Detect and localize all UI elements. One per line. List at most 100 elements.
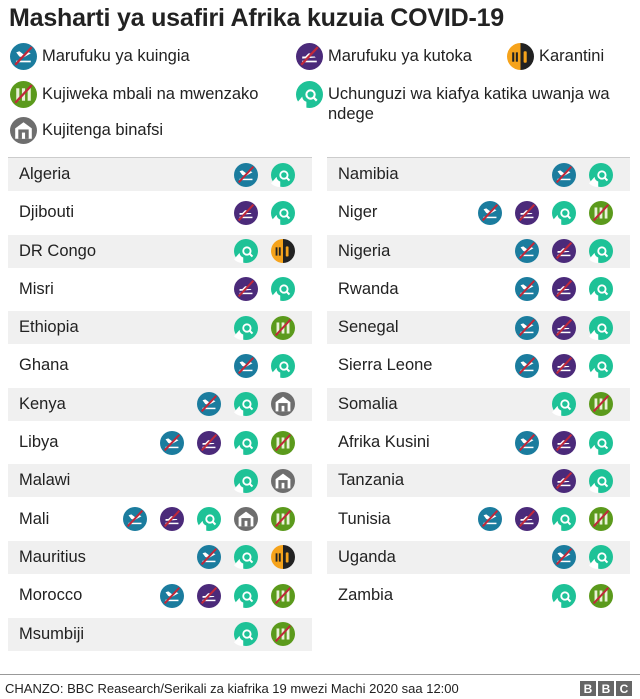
measure-icons <box>197 392 295 417</box>
country-row: Morocco <box>8 579 312 612</box>
airport-screening-icon <box>589 239 613 264</box>
country-row: Senegal <box>327 311 630 345</box>
country-name: Djibouti <box>19 203 75 222</box>
legend-item: Marufuku ya kuingia <box>10 43 290 70</box>
exit-ban-icon <box>234 200 258 225</box>
airport-screening-icon <box>271 277 295 302</box>
airport-screening-icon <box>589 162 613 187</box>
airport-screening-icon <box>234 315 258 340</box>
measure-icons <box>515 239 613 264</box>
country-name: Libya <box>19 433 59 452</box>
country-name: Tunisia <box>338 509 391 528</box>
exit-ban-icon <box>197 430 221 455</box>
country-row: Afrika Kusini <box>327 426 630 459</box>
entry-ban-icon <box>515 430 539 455</box>
airport-screening-icon <box>271 200 295 225</box>
social-distancing-icon <box>271 583 295 608</box>
measure-icons <box>234 239 295 264</box>
country-row: Nigeria <box>327 234 630 268</box>
country-row: Kenya <box>8 387 312 421</box>
social-distancing-icon <box>271 507 295 532</box>
airport-screening-icon <box>589 353 613 378</box>
country-row: Ethiopia <box>8 311 312 345</box>
country-name: DR Congo <box>19 241 97 260</box>
airport-screening-icon <box>552 200 576 225</box>
exit-ban-icon <box>552 468 576 493</box>
legend-item: Karantini <box>507 43 637 70</box>
exit-ban-icon <box>296 43 323 70</box>
entry-ban-icon <box>515 277 539 302</box>
country-list-right: Namibia Niger Nigeria Rwanda Senegal Sierra L… <box>327 157 630 618</box>
measure-icons <box>234 353 295 378</box>
measure-icons <box>234 200 295 225</box>
country-row: Misri <box>8 273 312 306</box>
measure-icons <box>552 162 613 187</box>
country-name: Afrika Kusini <box>338 433 430 452</box>
exit-ban-icon <box>197 583 221 608</box>
social-distancing-icon <box>589 583 613 608</box>
legend-item: Kujitenga binafsi <box>10 117 290 144</box>
measure-icons <box>160 583 295 608</box>
measure-icons <box>234 468 295 493</box>
legend-item: Kujiweka mbali na mwenzako <box>10 81 300 108</box>
exit-ban-icon <box>515 507 539 532</box>
legend-item: Uchunguzi wa kiafya katika uwanja wa nde… <box>296 81 626 124</box>
country-name: Nigeria <box>338 241 391 260</box>
country-name: Mauritius <box>19 547 86 566</box>
exit-ban-icon <box>234 277 258 302</box>
measure-icons <box>160 430 295 455</box>
country-name: Malawi <box>19 471 71 490</box>
country-name: Zambia <box>338 586 394 605</box>
footer-divider <box>0 674 640 675</box>
exit-ban-icon <box>160 507 184 532</box>
airport-screening-icon <box>271 353 295 378</box>
country-name: Kenya <box>19 394 66 413</box>
country-name: Somalia <box>338 394 398 413</box>
airport-screening-icon <box>296 81 323 109</box>
measure-icons <box>515 353 613 378</box>
entry-ban-icon <box>515 353 539 378</box>
entry-ban-icon <box>478 507 502 532</box>
airport-screening-icon <box>234 622 258 647</box>
country-row: Namibia <box>327 158 630 191</box>
social-distancing-icon <box>589 392 613 417</box>
airport-screening-icon <box>589 315 613 340</box>
legend-item: Marufuku ya kutoka <box>296 43 496 70</box>
country-name: Misri <box>19 279 54 298</box>
entry-ban-icon <box>515 239 539 264</box>
measure-icons <box>234 315 295 340</box>
measure-icons <box>552 468 613 493</box>
social-distancing-icon <box>271 622 295 647</box>
legend-label: Kujitenga binafsi <box>42 121 164 139</box>
measure-icons <box>552 545 613 570</box>
legend-label: Marufuku ya kuingia <box>42 47 190 65</box>
airport-screening-icon <box>589 468 613 493</box>
measure-icons <box>234 162 295 187</box>
country-row: Djibouti <box>8 196 312 229</box>
country-row: Uganda <box>327 540 630 574</box>
country-row: Ghana <box>8 349 312 382</box>
airport-screening-icon <box>271 162 295 187</box>
country-name: Senegal <box>338 318 399 337</box>
country-row: Sierra Leone <box>327 349 630 382</box>
exit-ban-icon <box>552 315 576 340</box>
country-row: Libya <box>8 426 312 459</box>
entry-ban-icon <box>234 353 258 378</box>
airport-screening-icon <box>234 545 258 570</box>
airport-screening-icon <box>552 583 576 608</box>
exit-ban-icon <box>552 353 576 378</box>
entry-ban-icon <box>197 392 221 417</box>
country-row: Malawi <box>8 464 312 498</box>
measure-icons <box>515 277 613 302</box>
country-name: Rwanda <box>338 279 399 298</box>
source-note: CHANZO: BBC Reasearch/Serikali za kiafri… <box>5 681 459 696</box>
exit-ban-icon <box>515 200 539 225</box>
country-name: Uganda <box>338 547 396 566</box>
measure-icons <box>234 622 295 647</box>
entry-ban-icon <box>234 162 258 187</box>
entry-ban-icon <box>10 43 37 70</box>
country-row: Tanzania <box>327 464 630 498</box>
bbc-logo-letter: C <box>616 681 632 696</box>
country-name: Algeria <box>19 165 71 183</box>
